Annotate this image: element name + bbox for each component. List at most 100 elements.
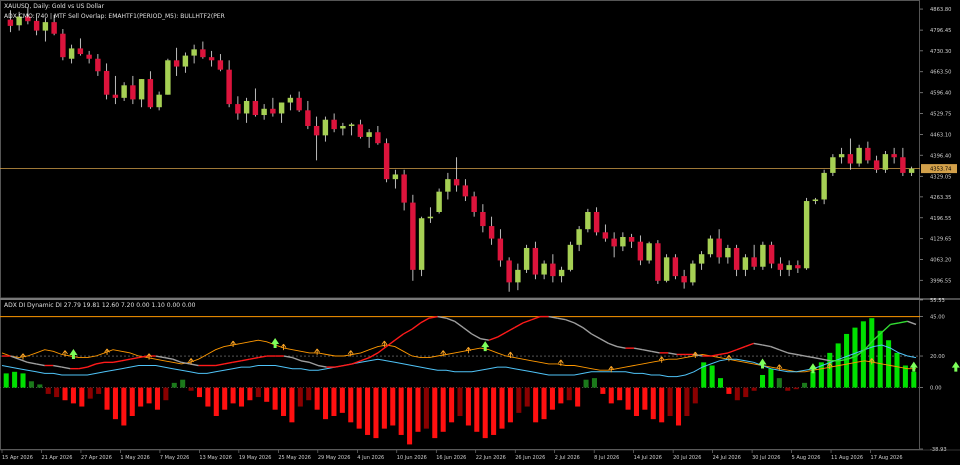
- bear-candle: [847, 154, 854, 164]
- bear-candle: [331, 119, 337, 130]
- adx-line-segment: [907, 320, 917, 326]
- adx-line-segment: [471, 333, 481, 340]
- bear-candle: [488, 226, 495, 239]
- bull-candle: [742, 257, 749, 270]
- time-axis-label: 20 Jul 2026: [673, 455, 701, 461]
- histogram-bar-negative: [667, 387, 673, 417]
- time-axis-label: 29 May 2026: [318, 455, 351, 461]
- bear-candle: [462, 185, 469, 197]
- up-arrow-signal: [909, 361, 918, 372]
- adx-line-segment: [454, 320, 464, 329]
- histogram-bar-negative: [45, 387, 51, 394]
- adx-line-segment: [18, 358, 28, 364]
- price-axis-label: 4463.10: [930, 132, 951, 138]
- bull-candle: [646, 243, 652, 261]
- up-arrow-signal: [758, 358, 767, 369]
- up-arrow-signal: [481, 341, 490, 352]
- small-arrow-marker: [868, 358, 875, 365]
- adx-line-segment: [770, 345, 780, 351]
- adx-line-segment: [796, 353, 806, 357]
- bull-candle: [191, 49, 197, 56]
- bull-candle: [278, 102, 285, 114]
- up-arrow-signal: [69, 349, 78, 360]
- bear-candle: [217, 60, 224, 70]
- histogram-bar-negative: [289, 387, 295, 423]
- adx-line-segment: [488, 336, 498, 341]
- bull-candle: [541, 263, 547, 275]
- histogram-bar-negative: [323, 387, 329, 420]
- bear-candle: [865, 147, 871, 161]
- bull-candle: [243, 100, 250, 114]
- histogram-bar-negative: [255, 387, 261, 398]
- adx-line-segment: [258, 355, 267, 359]
- price-axis-label: 4596.40: [930, 91, 951, 97]
- adx-line-segment: [719, 352, 729, 356]
- histogram-bar-negative: [734, 387, 740, 401]
- adx-line-segment: [616, 345, 626, 349]
- histogram-bar-negative: [96, 387, 102, 394]
- adx-line-segment: [710, 353, 720, 357]
- histogram-bar-negative: [415, 387, 421, 432]
- bear-candle: [410, 202, 416, 270]
- bear-candle: [375, 132, 381, 144]
- bear-candle: [471, 196, 477, 212]
- bull-candle: [856, 147, 862, 164]
- histogram-bar-negative: [79, 387, 85, 407]
- histogram-bar-positive: [701, 362, 707, 388]
- histogram-bar-positive: [3, 373, 9, 388]
- histogram-bar-positive: [591, 378, 597, 388]
- time-axis-label: 19 May 2026: [239, 455, 272, 461]
- bear-candle: [252, 100, 259, 116]
- adx-line-segment: [36, 363, 45, 367]
- histogram-bar-negative: [381, 387, 387, 429]
- histogram-bar-negative: [465, 387, 471, 426]
- adx-line-segment: [343, 363, 353, 367]
- bear-candle: [672, 257, 679, 277]
- adx-line-segment: [548, 315, 558, 319]
- histogram-bar-negative: [222, 387, 228, 410]
- small-arrow-marker: [104, 348, 110, 355]
- adx-line-segment: [522, 319, 532, 324]
- bull-candle: [620, 237, 626, 247]
- indicator-axis-label: 0.00: [930, 386, 942, 392]
- histogram-bar-positive: [902, 365, 908, 388]
- bear-candle: [103, 70, 110, 95]
- small-arrow-marker: [658, 356, 665, 363]
- histogram-bar-positive: [869, 318, 875, 388]
- adx-line-segment: [360, 356, 370, 362]
- histogram-bar-negative: [121, 387, 127, 426]
- time-axis-label: 17 Aug 2026: [871, 455, 903, 461]
- time-axis-label: 24 Jul 2026: [713, 455, 741, 461]
- up-arrow-signal: [951, 361, 960, 372]
- bull-candle: [165, 60, 171, 95]
- indicator-axis-label: 55.53: [930, 298, 945, 304]
- time-axis-label: 11 Aug 2026: [831, 455, 863, 461]
- histogram-bar-positive: [894, 352, 900, 388]
- histogram-bar-negative: [474, 387, 480, 432]
- histogram-bar-positive: [760, 374, 766, 388]
- adx-line-segment: [130, 356, 139, 360]
- bull-candle: [838, 154, 845, 158]
- histogram-bar-negative: [390, 387, 396, 426]
- adx-line-segment: [377, 345, 387, 354]
- adx-line-segment: [87, 363, 97, 368]
- bull-candle: [322, 119, 329, 136]
- histogram-bar-negative: [785, 387, 791, 391]
- time-axis-label: 13 May 2026: [199, 455, 232, 461]
- histogram-bar-positive: [583, 379, 589, 388]
- price-pane-frame: [0, 0, 920, 299]
- bull-candle: [340, 125, 346, 129]
- adx-line-segment: [112, 360, 122, 364]
- price-axis-label: 4796.45: [930, 28, 951, 34]
- histogram-bar-negative: [146, 387, 152, 404]
- small-arrow-marker: [726, 354, 732, 362]
- histogram-bar-negative: [348, 387, 354, 423]
- histogram-bar-negative: [407, 387, 413, 445]
- histogram-bar-positive: [171, 382, 177, 388]
- histogram-bar-positive: [818, 362, 824, 388]
- bull-candle: [908, 168, 915, 173]
- bear-candle: [208, 57, 215, 61]
- time-axis-label: 22 Jun 2026: [476, 455, 506, 461]
- adx-line-segment: [27, 361, 37, 365]
